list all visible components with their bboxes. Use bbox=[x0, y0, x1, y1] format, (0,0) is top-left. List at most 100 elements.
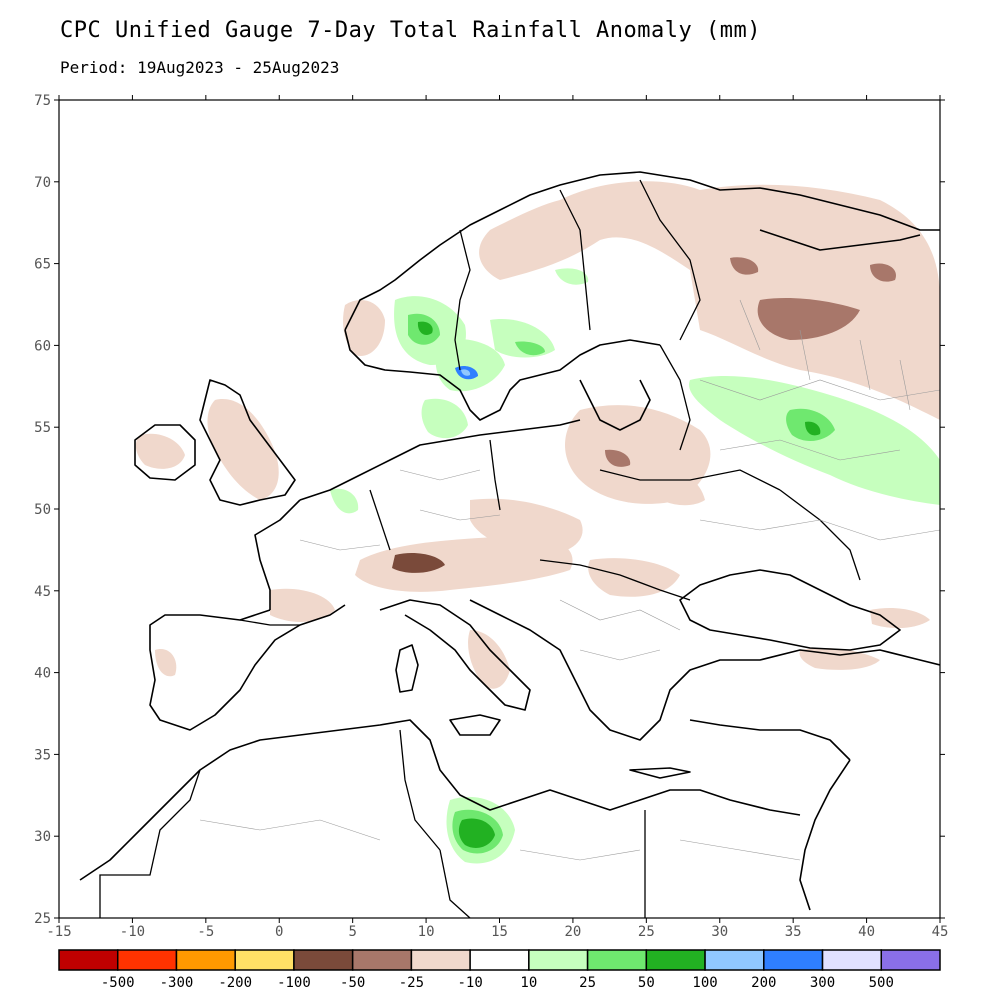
colorbar-swatch bbox=[821, 949, 883, 971]
wet-area-libya-peak bbox=[458, 818, 495, 848]
colorbar-label: 50 bbox=[638, 975, 655, 991]
dry-area-alps-core bbox=[392, 553, 445, 573]
border-sweden-finland bbox=[559, 189, 591, 331]
coast-crete bbox=[629, 767, 691, 779]
colorbar-label: 200 bbox=[751, 975, 776, 991]
colorbar-swatch bbox=[704, 949, 765, 971]
dry-area-romania bbox=[588, 558, 680, 597]
colorbar-swatch bbox=[880, 949, 941, 971]
y-tick-label: 30 bbox=[34, 829, 51, 845]
y-tick-label: 40 bbox=[34, 666, 51, 682]
admin-line-balkans bbox=[559, 599, 681, 661]
admin-line-russia bbox=[739, 299, 911, 411]
colorbar-label: -50 bbox=[340, 975, 365, 991]
border-poland-germany bbox=[489, 439, 501, 511]
colorbar-label: 300 bbox=[810, 975, 835, 991]
colorbar-swatch bbox=[410, 949, 471, 971]
border-norway-sweden bbox=[454, 229, 471, 371]
admin-boundaries bbox=[199, 299, 940, 861]
dry-area-turkey bbox=[799, 648, 880, 670]
y-tick-label: 25 bbox=[34, 911, 51, 927]
dry-anomaly-areas bbox=[135, 181, 940, 689]
coast-britain bbox=[199, 379, 296, 506]
x-tick-label: 35 bbox=[785, 924, 802, 940]
colorbar-swatch bbox=[58, 949, 119, 971]
x-tick-label: -10 bbox=[120, 924, 145, 940]
colorbar-swatch bbox=[234, 949, 295, 971]
y-tick-label: 70 bbox=[34, 175, 51, 191]
x-tick-label: -5 bbox=[197, 924, 214, 940]
coast-ireland bbox=[134, 424, 196, 481]
y-tick-label: 45 bbox=[34, 584, 51, 600]
x-tick-label: 45 bbox=[932, 924, 949, 940]
dry-area-france-south bbox=[270, 588, 335, 622]
colorbar: -500 -300 -200 -100 -50 -25 -10 10 25 50 100 200 300… bbox=[58, 949, 941, 991]
x-tick-label: 5 bbox=[348, 924, 356, 940]
border-danube-line bbox=[539, 559, 691, 601]
wet-area-sweden-core bbox=[515, 341, 545, 356]
colorbar-swatch bbox=[351, 949, 413, 971]
wet-area-russia-peak bbox=[805, 421, 821, 436]
dry-area-iberia bbox=[155, 649, 177, 677]
dry-area-italy bbox=[468, 630, 510, 689]
admin-line-north-africa bbox=[199, 819, 801, 861]
colorbar-label: 500 bbox=[869, 975, 894, 991]
wet-anomaly-areas bbox=[330, 268, 940, 864]
coast-north-africa bbox=[79, 719, 801, 881]
wet-area-denmark bbox=[421, 398, 468, 439]
period-label: Period: 19Aug2023 - 25Aug2023 bbox=[60, 58, 340, 77]
dry-area-central-europe bbox=[470, 498, 583, 555]
border-ukraine-russia bbox=[779, 489, 861, 581]
border-algeria-tunisia bbox=[399, 729, 441, 851]
colorbar-swatch bbox=[586, 949, 648, 971]
colorbar-swatch bbox=[528, 949, 589, 971]
colorbar-label: 25 bbox=[579, 975, 596, 991]
border-finland-russia bbox=[639, 179, 701, 341]
border-belarus-ukraine bbox=[599, 469, 781, 491]
wet-area-benelux bbox=[330, 488, 359, 514]
dry-area-caucasus bbox=[870, 608, 930, 629]
coast-west-europe bbox=[299, 419, 581, 501]
x-tick-label: 30 bbox=[711, 924, 728, 940]
coast-norway-south bbox=[344, 329, 661, 421]
map-title: CPC Unified Gauge 7-Day Total Rainfall A… bbox=[60, 18, 762, 43]
coast-anatolia-south bbox=[689, 719, 851, 761]
colorbar-swatch bbox=[175, 949, 236, 971]
coastlines bbox=[79, 171, 940, 911]
border-baltic-russia bbox=[659, 344, 691, 451]
coast-france-atlantic bbox=[254, 499, 301, 610]
coast-adriatic-balkans bbox=[469, 599, 940, 741]
admin-line-central-europe bbox=[299, 469, 501, 551]
y-tick-label: 65 bbox=[34, 257, 51, 273]
colorbar-swatch bbox=[763, 949, 824, 971]
coast-sardinia bbox=[395, 644, 419, 693]
wet-area-oslo-peak bbox=[461, 369, 471, 376]
colorbar-label: -200 bbox=[218, 975, 252, 991]
y-tick-label: 75 bbox=[34, 93, 51, 109]
x-tick-label: 20 bbox=[564, 924, 581, 940]
coast-sicily bbox=[449, 714, 501, 736]
coast-black-sea bbox=[679, 569, 901, 651]
dry-area-scandinavia bbox=[479, 181, 940, 420]
dry-area-kola bbox=[730, 257, 759, 275]
colorbar-swatch bbox=[293, 949, 354, 971]
colorbar-label: -25 bbox=[399, 975, 424, 991]
coast-iberia bbox=[149, 604, 346, 731]
colorbar-label: -10 bbox=[457, 975, 482, 991]
y-tick-label: 35 bbox=[34, 747, 51, 763]
coast-levant bbox=[799, 759, 851, 911]
y-tick-label: 55 bbox=[34, 420, 51, 436]
x-tick-label: 0 bbox=[275, 924, 283, 940]
dry-area-poland-core bbox=[605, 449, 631, 467]
dry-area-arkhangelsk bbox=[870, 263, 896, 282]
wet-area-norway-peak bbox=[417, 321, 433, 335]
border-france-germany bbox=[369, 489, 391, 551]
dry-area-britain bbox=[207, 399, 279, 500]
x-axis-ticks: -15 -10 -5 0 5 10 15 20 25 30 35 40 45 bbox=[46, 95, 948, 940]
wet-area-sweden bbox=[435, 338, 505, 392]
colorbar-label: -500 bbox=[101, 975, 135, 991]
coast-scandinavia bbox=[344, 171, 940, 331]
colorbar-label: -100 bbox=[277, 975, 311, 991]
wet-area-finland bbox=[555, 268, 589, 285]
coast-baltic-east bbox=[579, 379, 651, 431]
